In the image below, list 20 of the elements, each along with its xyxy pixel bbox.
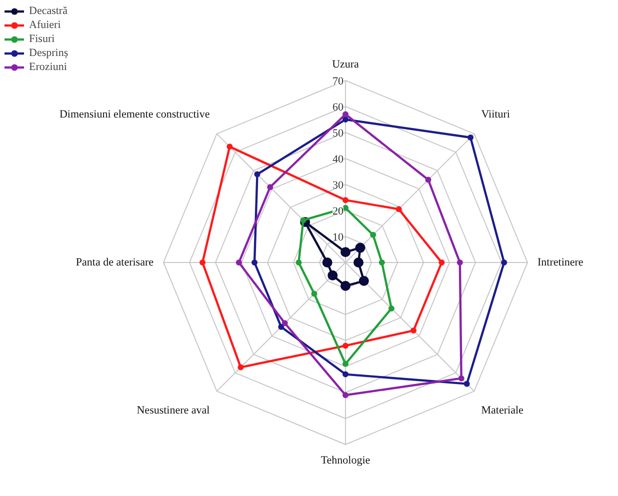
legend-label: Decastră xyxy=(29,4,68,18)
spoke-label: Viituri xyxy=(481,108,510,121)
spoke-label: Intretinere xyxy=(538,256,584,268)
y-tick-label: 10 xyxy=(332,232,344,244)
y-tick-label: 70 xyxy=(332,76,344,88)
spoke-label: Panta de aterisare xyxy=(76,256,154,268)
spoke-label: Nesustinere aval xyxy=(136,404,210,416)
y-tick-label: 20 xyxy=(332,206,344,218)
legend-label: Fisuri xyxy=(29,32,55,46)
spoke-label: Dimensiuni elemente constructive xyxy=(59,108,210,121)
spoke-label: Tehnologie xyxy=(320,454,370,466)
y-tick-label: 40 xyxy=(332,154,344,166)
spoke-label: Uzura xyxy=(332,58,360,70)
legend-label: Desprinș xyxy=(29,46,68,60)
y-tick-label: 30 xyxy=(332,180,344,192)
legend-label: Afuieri xyxy=(29,18,61,32)
spoke-label: Materiale xyxy=(481,404,524,416)
legend-label: Eroziuni xyxy=(29,60,67,74)
y-tick-label: 60 xyxy=(332,102,344,114)
y-tick-label: 50 xyxy=(332,128,344,140)
